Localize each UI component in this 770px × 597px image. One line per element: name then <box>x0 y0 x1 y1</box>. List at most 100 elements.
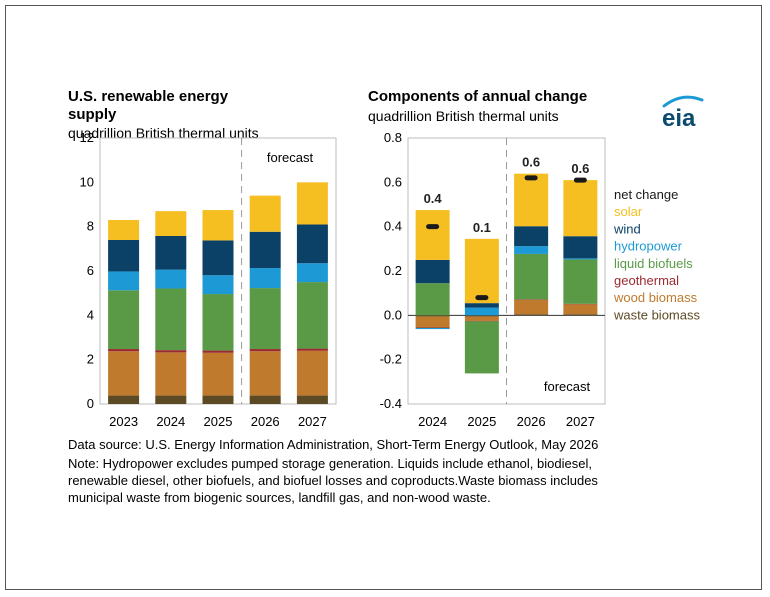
left-subtitle: quadrillion British thermal units <box>68 125 259 141</box>
right-subtitle: quadrillion British thermal units <box>368 108 559 124</box>
note-line3: municipal waste from biogenic sources, l… <box>68 490 491 505</box>
chart2-bar-wind-2025 <box>464 303 499 308</box>
chart2-bar-wind-2024 <box>415 259 450 284</box>
chart1-bar-solar-2027 <box>296 182 328 225</box>
legend-net-change: net change <box>614 187 678 202</box>
note-line2: renewable diesel, other biofuels, and bi… <box>68 473 598 488</box>
chart2-bar-waste-biomass-2026 <box>514 314 549 316</box>
chart1-bar-liquid-biofuels-2025 <box>202 294 234 351</box>
chart1-bar-solar-2026 <box>249 195 281 232</box>
chart1-y-tick-0: 0 <box>87 396 94 411</box>
chart2-x-tick-2027: 2027 <box>566 414 595 429</box>
chart1-bar-wood-biomass-2025 <box>202 352 234 396</box>
chart1-forecast-label: forecast <box>267 150 314 165</box>
chart1-bar-hydropower-2026 <box>249 268 281 289</box>
chart2-x-tick-2024: 2024 <box>418 414 447 429</box>
chart2-bar-liquid-biofuels-2026 <box>514 253 549 300</box>
chart2-bar-hydropower-2027 <box>563 258 598 260</box>
chart2-y-tick-0-6: 0.6 <box>384 174 402 189</box>
legend-geothermal: geothermal <box>614 273 679 288</box>
chart1-bar-hydropower-2025 <box>202 275 234 295</box>
chart2-net-change-label-2026: 0.6 <box>522 155 540 170</box>
chart1-bar-wood-biomass-2027 <box>296 350 328 396</box>
chart2-y-tick-0-8: 0.8 <box>384 130 402 145</box>
chart2-x-tick-2025: 2025 <box>467 414 496 429</box>
chart1-y-tick-2: 2 <box>87 352 94 367</box>
chart2-net-change-label-2027: 0.6 <box>571 161 589 176</box>
chart2-bar-liquid-biofuels-2024 <box>415 283 450 316</box>
legend-waste-biomass: waste biomass <box>613 307 700 322</box>
chart2-bar-geothermal-2024 <box>415 327 450 329</box>
data-source: Data source: U.S. Energy Information Adm… <box>68 437 599 452</box>
chart1-x-tick-2027: 2027 <box>298 414 327 429</box>
chart1-bar-wind-2025 <box>202 240 234 276</box>
chart2-bar-hydropower-2025 <box>464 307 499 316</box>
chart1-bar-geothermal-2027 <box>296 348 328 351</box>
left-title-line2: supply <box>68 106 117 123</box>
chart1-bar-hydropower-2024 <box>155 269 187 289</box>
legend-solar: solar <box>614 204 643 219</box>
chart1-bar-wind-2026 <box>249 231 281 269</box>
chart1-bar-waste-biomass-2024 <box>155 395 187 404</box>
chart1-bar-wind-2023 <box>108 239 140 272</box>
chart1-y-tick-8: 8 <box>87 219 94 234</box>
chart1-x-tick-2026: 2026 <box>251 414 280 429</box>
chart1-bar-solar-2023 <box>108 220 140 240</box>
chart2-bar-waste-biomass-2025 <box>464 315 499 317</box>
chart1-x-tick-2023: 2023 <box>109 414 138 429</box>
chart1-bar-wood-biomass-2024 <box>155 352 187 396</box>
chart1-bar-waste-biomass-2025 <box>202 395 234 404</box>
chart2-bar-hydropower-2024 <box>415 327 450 330</box>
chart1-bar-geothermal-2023 <box>108 349 140 352</box>
chart2-bar-wind-2027 <box>563 236 598 259</box>
chart2-net-change-label-2024: 0.4 <box>424 191 443 206</box>
chart1-bar-hydropower-2023 <box>108 271 140 291</box>
chart1-bar-geothermal-2026 <box>249 349 281 352</box>
chart1-bar-wood-biomass-2023 <box>108 351 140 396</box>
chart2-bar-wood-biomass-2026 <box>514 299 549 315</box>
chart1-bar-liquid-biofuels-2024 <box>155 288 187 351</box>
chart2-bar-geothermal-2027 <box>563 303 598 305</box>
chart2-y-tick--0-4: -0.4 <box>380 396 402 411</box>
chart1-x-tick-2024: 2024 <box>156 414 185 429</box>
chart1-y-tick-4: 4 <box>87 307 94 322</box>
chart2-bar-solar-2025 <box>464 238 499 304</box>
chart2-bar-hydropower-2026 <box>514 246 549 254</box>
chart1-bar-wood-biomass-2026 <box>249 351 281 396</box>
figure-frame <box>5 5 762 590</box>
chart1-bar-geothermal-2025 <box>202 350 234 353</box>
chart2-bar-wind-2026 <box>514 226 549 247</box>
legend-wood-biomass: wood biomass <box>613 290 698 305</box>
note-line1: Note: Hydropower excludes pumped storage… <box>68 456 592 471</box>
chart2-bar-solar-2026 <box>514 173 549 227</box>
chart2-y-tick--0-2: -0.2 <box>380 352 402 367</box>
chart1-bar-geothermal-2024 <box>155 350 187 353</box>
left-title-line1: U.S. renewable energy <box>68 88 229 105</box>
legend-liquid-biofuels: liquid biofuels <box>614 256 693 271</box>
chart1-bar-liquid-biofuels-2026 <box>249 288 281 350</box>
chart2-net-change-label-2025: 0.1 <box>473 220 491 235</box>
chart2-bar-liquid-biofuels-2025 <box>464 321 499 374</box>
chart1-bar-wind-2024 <box>155 235 187 270</box>
eia-logo-swoosh <box>662 95 704 108</box>
chart2-bar-waste-biomass-2024 <box>415 315 450 317</box>
chart2-bar-wood-biomass-2024 <box>415 316 450 328</box>
chart2-bar-solar-2027 <box>563 180 598 237</box>
right-title: Components of annual change <box>368 88 588 105</box>
chart1-y-tick-12: 12 <box>80 130 94 145</box>
chart2-bar-geothermal-2025 <box>464 320 499 322</box>
chart1-bar-hydropower-2027 <box>296 263 328 283</box>
chart2-y-tick-0-2: 0.2 <box>384 263 402 278</box>
chart2-bar-solar-2024 <box>415 210 450 260</box>
eia-logo: eia <box>662 105 696 132</box>
chart1-bar-wind-2027 <box>296 224 328 264</box>
chart1-y-tick-10: 10 <box>80 174 94 189</box>
chart2-y-tick-0-4: 0.4 <box>384 219 402 234</box>
chart1-bar-solar-2025 <box>202 210 234 241</box>
chart1-bar-solar-2024 <box>155 211 187 236</box>
legend-wind: wind <box>613 221 641 236</box>
chart1-x-tick-2025: 2025 <box>204 414 233 429</box>
chart1-bar-waste-biomass-2026 <box>249 395 281 404</box>
chart2-forecast-label: forecast <box>544 379 591 394</box>
